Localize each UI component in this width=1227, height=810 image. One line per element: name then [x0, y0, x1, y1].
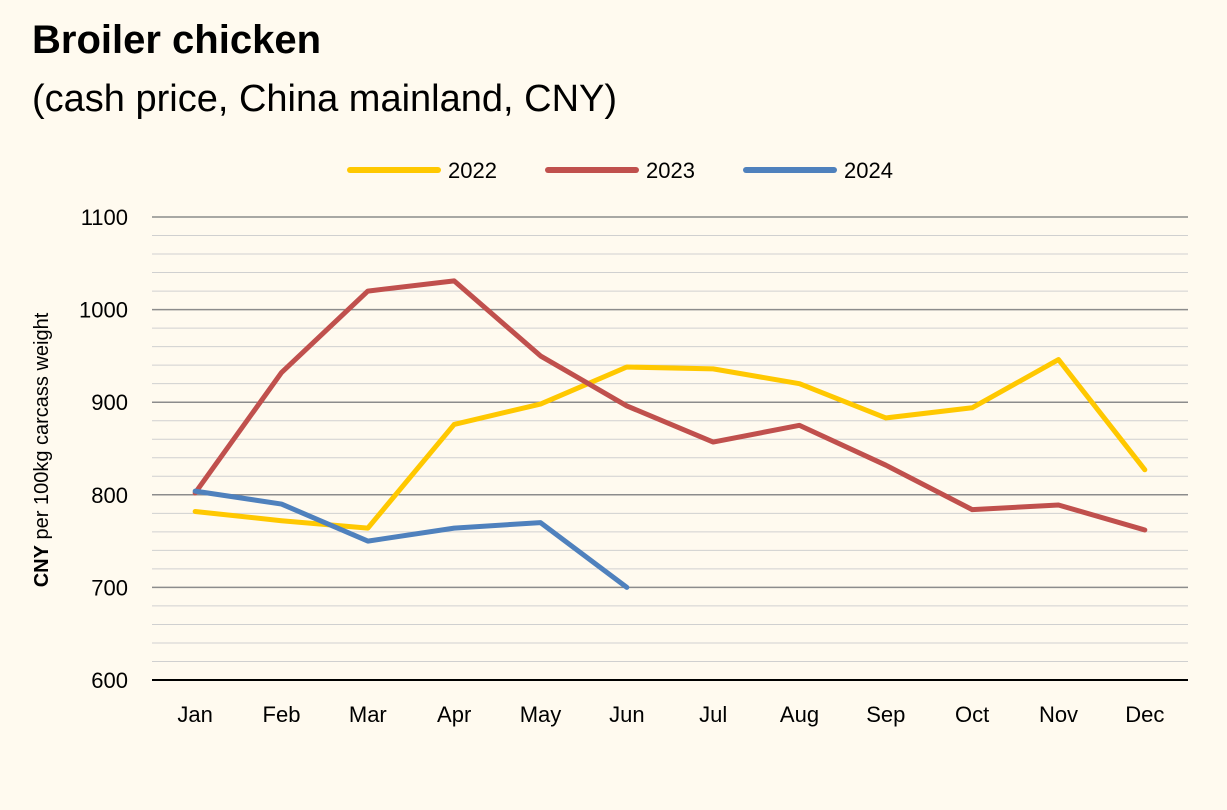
y-axis-label-text: per 100kg carcass weight [31, 312, 53, 545]
y-axis-label: CNY per 100kg carcass weight [31, 312, 53, 587]
y-tick-label: 1000 [79, 298, 128, 323]
legend: 2022 2023 2024 [347, 158, 893, 183]
chart-subtitle: (cash price, China mainland, CNY) [32, 78, 618, 120]
y-tick-label: 700 [91, 575, 128, 600]
x-tick-label: Jan [177, 702, 212, 727]
x-tick-label: Feb [263, 702, 301, 727]
y-tick-label: 800 [91, 483, 128, 508]
legend-label-2022: 2022 [448, 158, 497, 183]
legend-label-2024: 2024 [844, 158, 893, 183]
series-line-2023 [192, 278, 1148, 533]
y-axis-label-unit: CNY [31, 544, 53, 587]
x-tick-label: Dec [1125, 702, 1164, 727]
x-tick-label: Sep [866, 702, 905, 727]
x-tick-label: May [520, 702, 562, 727]
x-tick-label: Oct [955, 702, 989, 727]
y-tick-label: 1100 [81, 205, 128, 230]
x-tick-label: Nov [1039, 702, 1078, 727]
x-tick-label: Apr [437, 702, 471, 727]
y-axis-ticks: 600 700 800 900 1000 1100 [79, 205, 128, 693]
chart-title: Broiler chicken [32, 18, 322, 62]
series-line-2022 [192, 357, 1148, 531]
x-tick-label: Aug [780, 702, 819, 727]
x-axis-ticks: Jan Feb Mar Apr May Jun Jul Aug Sep Oct Nov Dec [177, 702, 1164, 727]
series-lines [192, 278, 1148, 590]
grid [152, 216, 1188, 681]
y-tick-label: 600 [91, 668, 128, 693]
legend-label-2023: 2023 [646, 158, 695, 183]
x-tick-label: Jul [699, 702, 727, 727]
y-tick-label: 900 [91, 390, 128, 415]
series-line-2024 [192, 488, 630, 590]
x-tick-label: Jun [609, 702, 644, 727]
x-tick-label: Mar [349, 702, 387, 727]
